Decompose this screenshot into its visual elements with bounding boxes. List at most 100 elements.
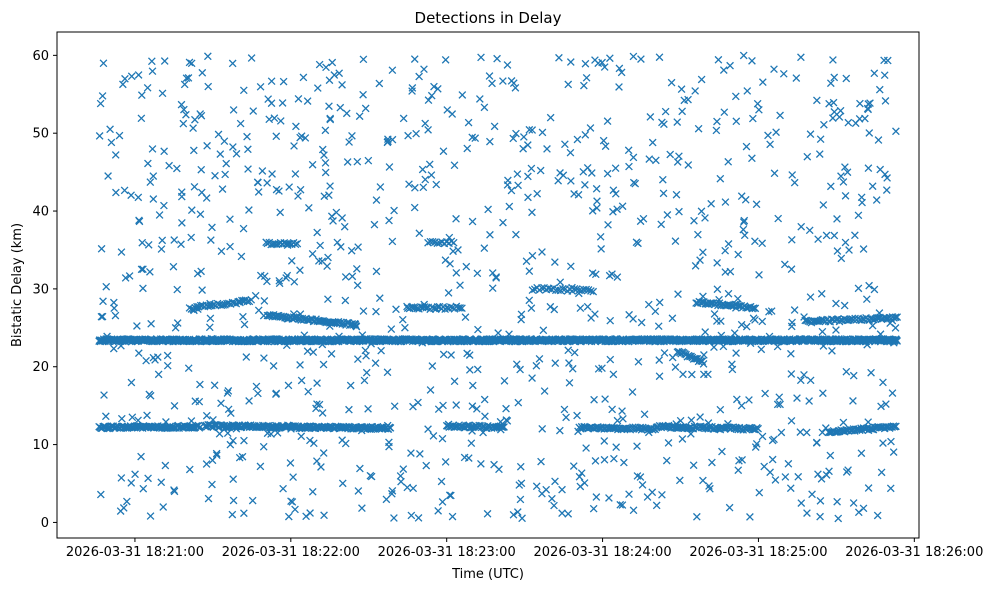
- data-point: [474, 325, 482, 334]
- data-point: [673, 118, 682, 126]
- data-point: [876, 165, 885, 174]
- data-point: [321, 168, 330, 177]
- data-point: [655, 372, 664, 381]
- data-point: [671, 363, 680, 371]
- data-point: [189, 124, 197, 133]
- data-point: [159, 503, 168, 511]
- data-point: [308, 487, 317, 496]
- data-point: [699, 248, 707, 257]
- data-point: [668, 353, 677, 362]
- data-point: [821, 424, 830, 432]
- data-point: [95, 132, 104, 140]
- data-point: [290, 142, 298, 150]
- data-point: [385, 438, 393, 447]
- data-point: [444, 289, 453, 297]
- data-point: [507, 186, 516, 195]
- data-point: [180, 80, 189, 89]
- data-point: [593, 197, 601, 205]
- data-point: [655, 298, 664, 307]
- data-point: [243, 132, 251, 141]
- data-point: [97, 244, 106, 253]
- data-point: [169, 262, 178, 271]
- data-point: [613, 416, 622, 425]
- data-point: [857, 449, 866, 458]
- data-point: [499, 218, 507, 227]
- data-point: [446, 259, 454, 268]
- data-point: [832, 326, 840, 334]
- data-point: [249, 107, 258, 115]
- data-point: [211, 171, 219, 180]
- data-point: [797, 222, 806, 231]
- data-point: [533, 189, 542, 198]
- data-point: [551, 477, 559, 486]
- data-point: [447, 491, 455, 500]
- data-point: [840, 301, 849, 310]
- data-point: [628, 388, 637, 396]
- data-point: [646, 113, 655, 121]
- x-axis-label: Time (UTC): [451, 567, 524, 582]
- data-point: [608, 405, 617, 414]
- data-point: [691, 262, 700, 270]
- data-point: [390, 402, 399, 411]
- data-point: [555, 426, 564, 435]
- data-point: [122, 497, 131, 506]
- data-point: [758, 239, 767, 248]
- x-axis: 2026-03-31 18:21:00 2026-03-31 18:22:00 20…: [66, 538, 983, 560]
- data-point: [296, 361, 304, 369]
- data-point: [803, 509, 811, 517]
- data-point: [139, 284, 147, 293]
- data-point: [679, 370, 687, 379]
- data-point: [236, 119, 245, 128]
- data-point: [97, 312, 106, 321]
- data-point: [503, 61, 512, 69]
- data-point: [317, 463, 325, 471]
- data-point: [660, 120, 668, 129]
- data-point: [279, 77, 288, 86]
- data-point: [561, 140, 569, 149]
- data-point: [149, 195, 158, 203]
- data-point: [842, 367, 851, 376]
- data-point: [372, 267, 381, 276]
- data-point: [892, 127, 900, 136]
- data-point: [157, 245, 166, 253]
- data-point: [662, 456, 671, 465]
- data-point: [712, 126, 721, 135]
- data-point: [551, 258, 559, 266]
- data-point: [296, 185, 305, 194]
- data-point: [294, 192, 302, 200]
- data-point: [259, 311, 268, 320]
- data-point: [308, 160, 317, 169]
- data-point: [358, 504, 366, 512]
- data-point: [566, 148, 575, 157]
- data-point: [179, 119, 188, 128]
- data-point: [106, 125, 114, 134]
- data-point: [208, 480, 216, 489]
- data-point: [272, 132, 281, 141]
- data-point: [315, 60, 324, 69]
- data-point: [629, 506, 638, 515]
- data-point: [353, 355, 362, 363]
- data-point: [770, 169, 779, 178]
- x-tick-label: 2026-03-31 18:22:00: [222, 545, 360, 560]
- data-point: [849, 499, 858, 507]
- data-point: [197, 188, 206, 197]
- data-point: [427, 171, 436, 179]
- data-point: [439, 401, 447, 410]
- data-point: [318, 409, 327, 417]
- data-point: [452, 401, 461, 409]
- data-point: [648, 138, 657, 147]
- data-point: [354, 487, 363, 495]
- data-point: [888, 389, 897, 397]
- data-point: [99, 297, 107, 306]
- x-tick-label: 2026-03-31 18:25:00: [689, 545, 827, 560]
- data-point: [603, 117, 612, 126]
- data-point: [825, 467, 833, 476]
- data-point: [148, 145, 157, 153]
- data-point: [816, 512, 824, 521]
- data-point: [583, 163, 592, 172]
- data-point: [480, 244, 489, 253]
- data-point: [692, 512, 701, 521]
- data-point: [694, 124, 703, 133]
- data-point: [325, 102, 333, 111]
- data-point: [325, 76, 334, 85]
